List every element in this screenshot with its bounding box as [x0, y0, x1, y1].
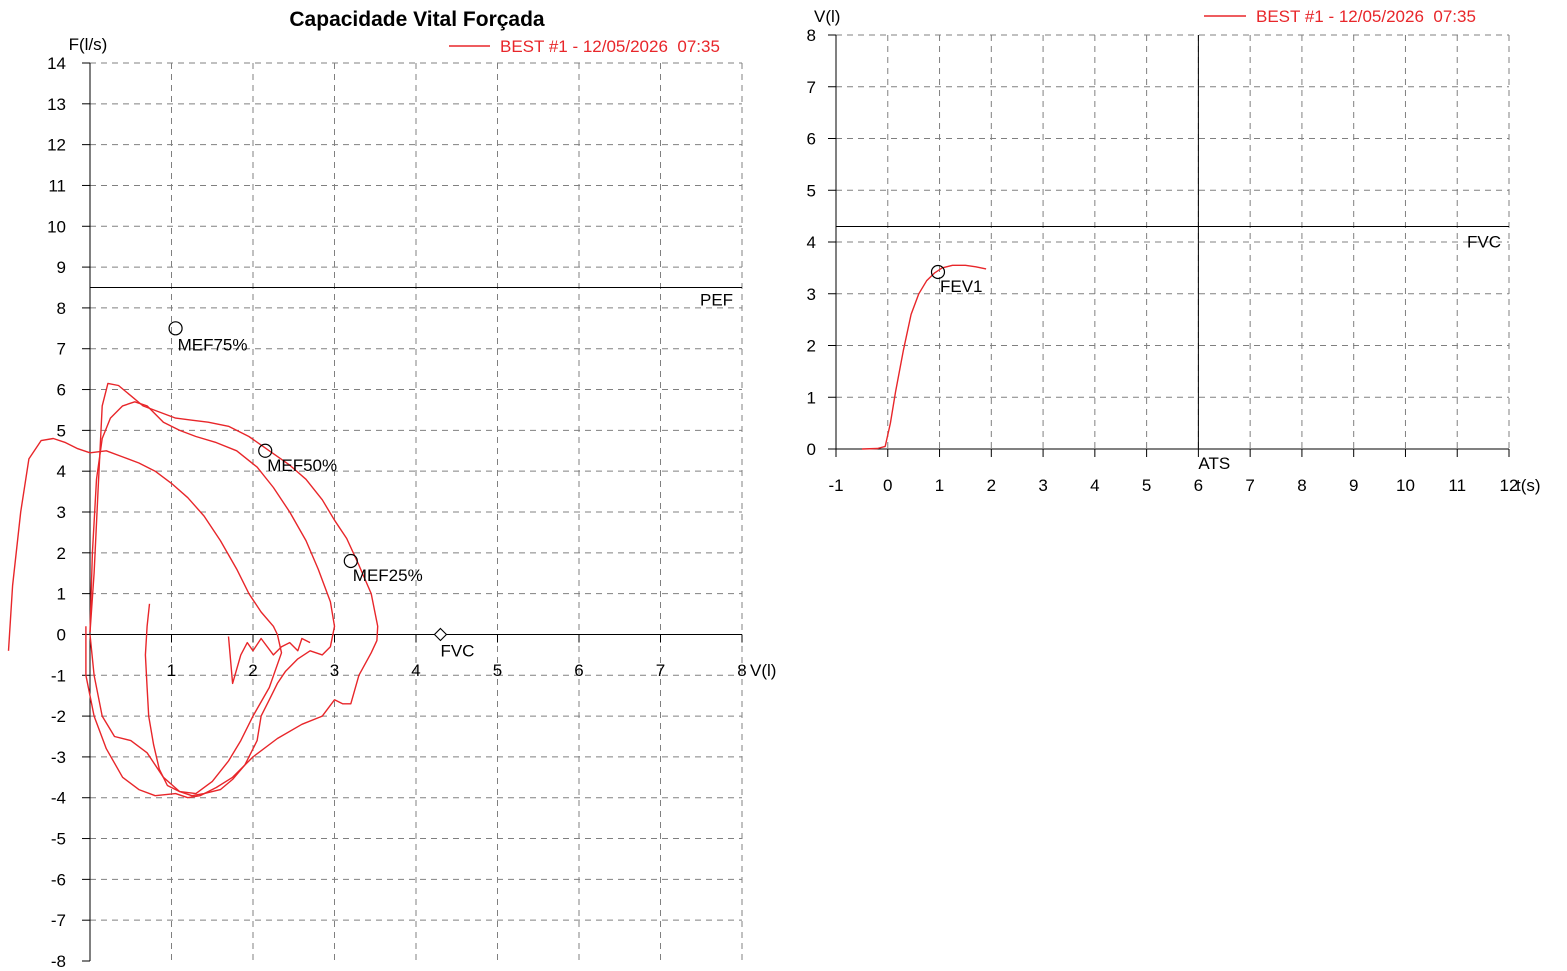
x-axis-label: t(s) — [1516, 476, 1541, 495]
y-tick-label: 7 — [57, 340, 66, 359]
y-tick-label: 4 — [807, 233, 816, 252]
x-tick-label: 7 — [656, 661, 665, 680]
x-axis-label: V(l) — [750, 661, 776, 680]
y-tick-label: -8 — [51, 952, 66, 971]
y-tick-label: 5 — [807, 181, 816, 200]
marker-label-mef25: MEF25% — [353, 566, 423, 585]
y-tick-label: 4 — [57, 462, 66, 481]
x-tick-label: 5 — [1142, 476, 1151, 495]
x-tick-label: -1 — [828, 476, 843, 495]
x-tick-label: 8 — [737, 661, 746, 680]
x-tick-label: 0 — [883, 476, 892, 495]
y-tick-label: 11 — [48, 176, 66, 195]
y-tick-label: -2 — [51, 707, 66, 726]
legend-label: BEST #1 - 12/05/2026 07:35 — [500, 37, 720, 56]
y-tick-label: 8 — [807, 26, 816, 45]
marker-fvc — [433, 627, 448, 642]
y-tick-label: -7 — [51, 911, 66, 930]
y-axis-label: F(l/s) — [69, 35, 108, 54]
x-tick-label: 6 — [1194, 476, 1203, 495]
y-axis-label: V(l) — [814, 7, 840, 26]
marker-mef75 — [168, 321, 183, 336]
x-tick-label: 5 — [493, 661, 502, 680]
y-tick-label: 6 — [57, 381, 66, 400]
x-tick-label: 2 — [987, 476, 996, 495]
x-tick-label: 10 — [1396, 476, 1415, 495]
y-tick-label: -5 — [51, 830, 66, 849]
y-tick-label: 12 — [47, 136, 66, 155]
series-curve-trace — [85, 382, 379, 799]
marker-label-fev1: FEV1 — [940, 277, 983, 296]
x-tick-label: 7 — [1245, 476, 1254, 495]
x-tick-label: 4 — [411, 661, 420, 680]
y-tick-label: 3 — [807, 285, 816, 304]
y-tick-label: -3 — [51, 748, 66, 767]
x-tick-label: 6 — [574, 661, 583, 680]
chart-title: Capacidade Vital Forçada — [289, 8, 545, 31]
marker-label-fvc: FVC — [440, 641, 474, 660]
x-tick-label: 1 — [167, 661, 176, 680]
x-tick-label: 9 — [1349, 476, 1358, 495]
reference-label-pef: PEF — [700, 291, 733, 310]
marker-label-mef75: MEF75% — [178, 335, 248, 354]
series-curve-trace — [89, 401, 336, 797]
x-tick-label: 1 — [935, 476, 944, 495]
y-tick-label: 8 — [57, 299, 66, 318]
reference-label-ats: ATS — [1198, 454, 1230, 473]
x-tick-label: 3 — [1038, 476, 1047, 495]
marker-mef25 — [343, 553, 358, 569]
y-tick-label: 7 — [807, 78, 816, 97]
legend-label: BEST #1 - 12/05/2026 07:35 — [1256, 7, 1476, 26]
y-tick-label: 0 — [807, 440, 816, 459]
marker-label-mef50: MEF50% — [267, 456, 337, 475]
y-tick-label: 1 — [807, 388, 816, 407]
x-tick-label: 4 — [1090, 476, 1099, 495]
series-curve-trace — [7, 437, 283, 795]
series-curve-trace — [227, 636, 311, 685]
y-tick-label: 6 — [807, 130, 816, 149]
x-tick-label: 3 — [330, 661, 339, 680]
y-tick-label: -1 — [51, 666, 66, 685]
y-tick-label: 3 — [57, 503, 66, 522]
series-curve-trace — [861, 264, 987, 450]
y-tick-label: -6 — [51, 870, 66, 889]
x-tick-label: 8 — [1297, 476, 1306, 495]
x-tick-label: 12 — [1500, 476, 1519, 495]
y-tick-label: 0 — [57, 625, 66, 644]
y-tick-label: 9 — [57, 258, 66, 277]
y-tick-label: 5 — [57, 421, 66, 440]
marker-fev1 — [930, 264, 946, 280]
y-tick-label: -4 — [51, 789, 66, 808]
y-tick-label: 14 — [47, 54, 66, 73]
marker-mef50 — [258, 443, 273, 458]
x-tick-label: 2 — [248, 661, 257, 680]
x-tick-label: 11 — [1448, 476, 1466, 495]
reference-label-fvc: FVC — [1467, 232, 1501, 251]
y-tick-label: 10 — [47, 217, 66, 236]
y-tick-label: 1 — [57, 585, 66, 604]
y-tick-label: 2 — [807, 337, 816, 356]
y-tick-label: 13 — [47, 95, 66, 114]
y-tick-label: 2 — [57, 544, 66, 563]
